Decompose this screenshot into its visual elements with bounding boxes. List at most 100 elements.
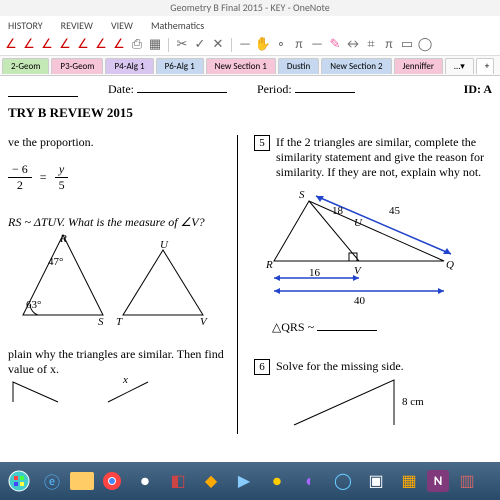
circle-icon[interactable]: ∘ (274, 38, 288, 52)
svg-text:U: U (160, 239, 169, 251)
pen-icon[interactable]: ✎ (328, 38, 342, 52)
print-icon[interactable]: ⎙ (130, 38, 144, 52)
svg-text:47°: 47° (48, 256, 63, 268)
column-divider (237, 135, 238, 434)
menu-history[interactable]: HISTORY (8, 19, 43, 32)
tab-p6alg[interactable]: P6-Alg 1 (156, 58, 204, 74)
section-tabs: 2-Geom P3-Geom P4-Alg 1 P6-Alg 1 New Sec… (0, 56, 500, 76)
svg-text:Q: Q (446, 259, 454, 271)
onenote-icon[interactable]: N (427, 470, 449, 492)
ie-icon[interactable]: ⓔ (37, 466, 67, 496)
q1-num2: y (55, 162, 68, 178)
separator (168, 38, 169, 52)
tab-newsec1[interactable]: New Section 1 (206, 58, 276, 74)
app-icon[interactable]: ◆ (196, 466, 226, 496)
pi2-icon[interactable]: π (382, 38, 396, 52)
svg-text:63°: 63° (26, 299, 41, 311)
svg-text:16: 16 (309, 267, 321, 279)
box-icon[interactable]: ▭ (400, 38, 414, 52)
app-icon[interactable]: ▶ (229, 466, 259, 496)
menu-review[interactable]: REVIEW (61, 19, 93, 32)
q5-answer-blank (317, 330, 377, 331)
start-button[interactable] (4, 466, 34, 496)
app-icon[interactable]: ▥ (452, 466, 482, 496)
angle-icon[interactable]: ∠ (40, 38, 54, 52)
chrome-icon[interactable] (97, 466, 127, 496)
q5-figure: S R V Q U 45 18 16 40 (254, 186, 474, 306)
q1-text: ve the proportion. (8, 135, 233, 150)
tab-jenniffer[interactable]: Jenniffer (394, 58, 444, 74)
tab-p2geom[interactable]: 2-Geom (2, 58, 49, 74)
window-title: Geometry B Final 2015 - KEY - OneNote (0, 0, 500, 16)
q3-figure: x (8, 377, 208, 407)
circ-icon[interactable]: ◯ (418, 38, 432, 52)
svg-text:S: S (299, 189, 305, 201)
app-icon[interactable]: ◧ (163, 466, 193, 496)
page-content: Date: Period: ID: A TRY B REVIEW 2015 ve… (0, 76, 500, 456)
tab-more[interactable]: …▾ (445, 58, 474, 74)
id-label: ID: A (464, 82, 492, 97)
arrow-icon[interactable]: ↔ (346, 38, 360, 52)
svg-text:U: U (354, 217, 363, 229)
q1-den1: 2 (13, 178, 27, 193)
svg-text:R: R (265, 259, 273, 271)
q2-text: RS ~ ΔTUV. What is the measure of ∠V? (8, 215, 233, 230)
period-label: Period: (257, 82, 292, 97)
q3-text: plain why the triangles are similar. The… (8, 347, 233, 362)
app-icon[interactable]: ● (262, 466, 292, 496)
app-icon[interactable]: ◐ (295, 466, 325, 496)
tab-p3geom[interactable]: P3-Geom (51, 58, 103, 74)
menu-math[interactable]: Mathematics (151, 19, 204, 32)
tab-dustin[interactable]: Dustin (278, 58, 319, 74)
svg-text:S: S (98, 316, 104, 328)
tab-newsec2[interactable]: New Section 2 (321, 58, 391, 74)
q2-figure: R 47° 63° S U T V (8, 230, 218, 325)
app-icon[interactable]: ● (130, 466, 160, 496)
hash-icon[interactable]: ⌗ (364, 38, 378, 52)
angle-icon[interactable]: ∠ (76, 38, 90, 52)
grid-icon[interactable]: ▦ (148, 38, 162, 52)
q6-text: Solve for the missing side. (276, 359, 404, 375)
angle-icon[interactable]: ∠ (4, 38, 18, 52)
svg-text:40: 40 (354, 295, 366, 307)
q5-number: 5 (254, 135, 270, 151)
pi-icon[interactable]: π (292, 38, 306, 52)
line-icon[interactable]: — (310, 38, 324, 52)
svg-text:V: V (354, 265, 362, 277)
date-field (137, 92, 227, 93)
period-field (295, 92, 355, 93)
check-icon[interactable]: ✓ (193, 38, 207, 52)
q1-den2: 5 (55, 178, 69, 193)
svg-text:x: x (122, 374, 128, 386)
explorer-icon[interactable] (70, 472, 94, 490)
angle-icon[interactable]: ∠ (22, 38, 36, 52)
x-icon[interactable]: ✕ (211, 38, 225, 52)
tab-add[interactable]: + (476, 58, 494, 74)
q1-num1: − 6 (8, 162, 32, 178)
q5-text: If the 2 triangles are similar, complete… (276, 135, 492, 180)
dash-icon[interactable]: — (238, 38, 252, 52)
q6-number: 6 (254, 359, 270, 375)
q6-figure: 8 cm (254, 375, 434, 430)
app-icon[interactable]: ◯ (328, 466, 358, 496)
name-field (8, 82, 78, 97)
hand-icon[interactable]: ✋ (256, 38, 270, 52)
svg-text:R: R (59, 233, 67, 245)
angle-icon[interactable]: ∠ (94, 38, 108, 52)
svg-text:V: V (200, 316, 208, 328)
svg-text:8 cm: 8 cm (402, 396, 424, 408)
app-icon[interactable]: ▦ (394, 466, 424, 496)
angle-icon[interactable]: ∠ (58, 38, 72, 52)
toolbar: ∠ ∠ ∠ ∠ ∠ ∠ ∠ ⎙ ▦ ✂ ✓ ✕ — ✋ ∘ π — ✎ ↔ ⌗ … (0, 34, 500, 56)
svg-text:18: 18 (332, 205, 344, 217)
page-title: TRY B REVIEW 2015 (8, 105, 492, 121)
svg-text:45: 45 (389, 205, 401, 217)
app-icon[interactable]: ▣ (361, 466, 391, 496)
tab-p4alg[interactable]: P4-Alg 1 (105, 58, 153, 74)
svg-text:T: T (116, 316, 123, 328)
separator (231, 38, 232, 52)
q5-answer-label: △QRS ~ (272, 320, 314, 334)
angle-icon[interactable]: ∠ (112, 38, 126, 52)
menu-view[interactable]: VIEW (111, 19, 133, 32)
scissors-icon[interactable]: ✂ (175, 38, 189, 52)
